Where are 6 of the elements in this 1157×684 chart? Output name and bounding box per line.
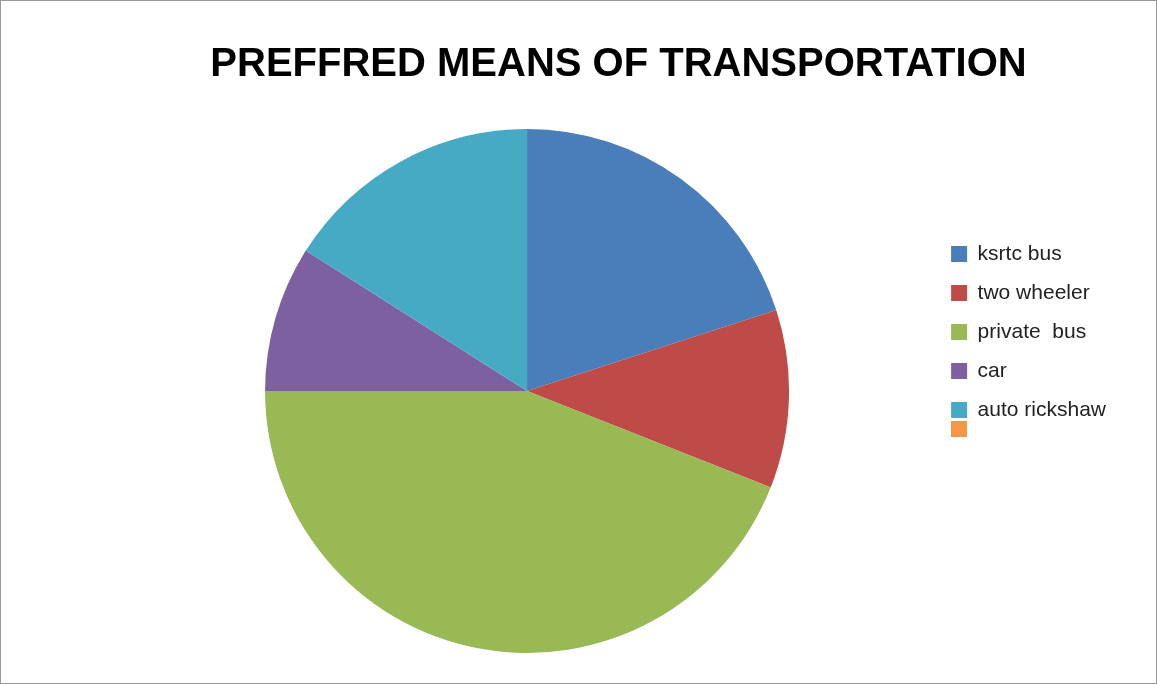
legend-label: auto rickshaw xyxy=(977,396,1107,420)
chart-title: PREFFRED MEANS OF TRANSPORTATION xyxy=(210,40,1027,85)
legend-label: private bus xyxy=(977,318,1087,342)
legend-label: ksrtc bus xyxy=(977,240,1062,264)
legend-label: car xyxy=(977,357,1007,381)
legend-label: two wheeler xyxy=(977,279,1090,303)
